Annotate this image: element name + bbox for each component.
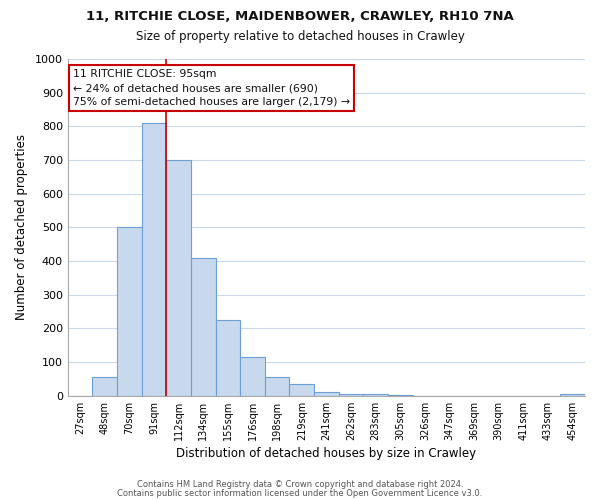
Bar [215, 320, 240, 396]
Bar [117, 228, 142, 396]
Bar [166, 160, 191, 396]
Bar [314, 392, 339, 396]
Bar [240, 357, 265, 396]
Y-axis label: Number of detached properties: Number of detached properties [15, 134, 28, 320]
Text: Size of property relative to detached houses in Crawley: Size of property relative to detached ho… [136, 30, 464, 43]
Bar [560, 394, 585, 396]
Bar [142, 123, 166, 396]
Bar [289, 384, 314, 396]
Text: 11 RITCHIE CLOSE: 95sqm
← 24% of detached houses are smaller (690)
75% of semi-d: 11 RITCHIE CLOSE: 95sqm ← 24% of detache… [73, 69, 350, 107]
Text: Contains HM Land Registry data © Crown copyright and database right 2024.: Contains HM Land Registry data © Crown c… [137, 480, 463, 489]
Bar [364, 394, 388, 396]
X-axis label: Distribution of detached houses by size in Crawley: Distribution of detached houses by size … [176, 447, 476, 460]
Text: 11, RITCHIE CLOSE, MAIDENBOWER, CRAWLEY, RH10 7NA: 11, RITCHIE CLOSE, MAIDENBOWER, CRAWLEY,… [86, 10, 514, 23]
Bar [265, 378, 289, 396]
Bar [191, 258, 215, 396]
Bar [92, 378, 117, 396]
Bar [388, 395, 413, 396]
Bar [339, 394, 364, 396]
Text: Contains public sector information licensed under the Open Government Licence v3: Contains public sector information licen… [118, 488, 482, 498]
